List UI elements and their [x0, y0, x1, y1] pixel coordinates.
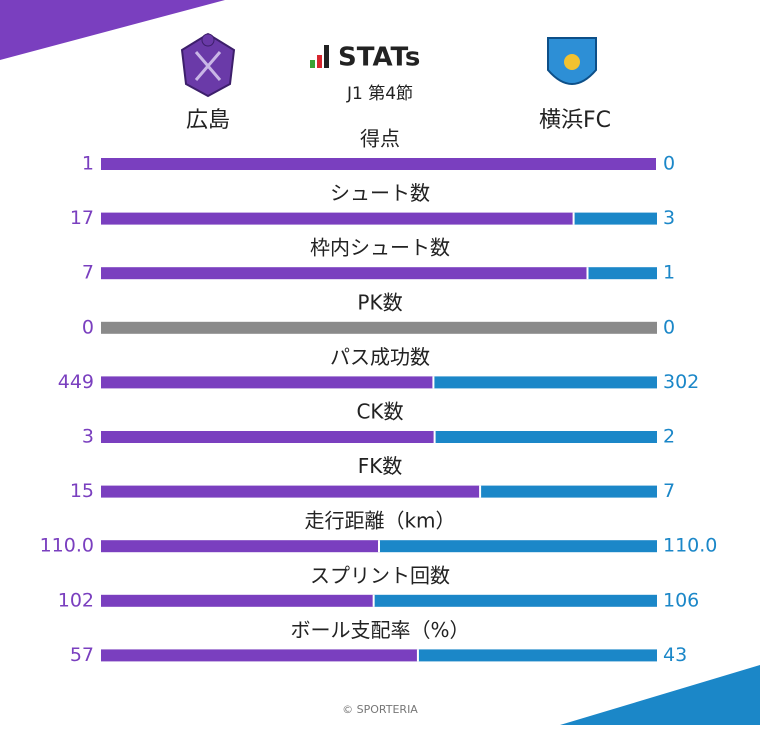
- bar: [101, 485, 481, 498]
- corner-decoration: [0, 0, 225, 60]
- stat-label: ボール支配率（%）: [290, 618, 469, 642]
- away-value: 7: [663, 480, 675, 502]
- bar: [373, 594, 657, 607]
- away-value: 43: [663, 644, 687, 666]
- away-value: 0: [663, 316, 675, 338]
- home-value: 449: [58, 371, 94, 393]
- bar: [101, 594, 374, 607]
- home-value: 15: [70, 480, 94, 502]
- bar-empty: [101, 321, 657, 334]
- bar: [101, 540, 379, 553]
- bar: [434, 431, 657, 443]
- stat-label: スプリント回数: [310, 563, 450, 587]
- footer: © SPORTERIA: [342, 703, 418, 716]
- bar: [433, 376, 657, 389]
- home-value: 7: [82, 262, 94, 284]
- bar: [101, 212, 574, 225]
- bar: [573, 212, 657, 225]
- away-value: 1: [663, 262, 675, 284]
- stat-label: CK数: [356, 400, 403, 424]
- bar: [101, 376, 434, 389]
- away-team: 横浜FC: [539, 108, 611, 133]
- away-value: 110.0: [663, 535, 717, 557]
- stat-label: シュート数: [330, 181, 430, 205]
- bar: [480, 485, 657, 498]
- logo-bar: [310, 60, 315, 68]
- away-value: 106: [663, 589, 699, 611]
- home-value: 17: [70, 207, 94, 229]
- home-team: 広島: [186, 108, 230, 133]
- stat-label: 走行距離（km）: [304, 509, 455, 533]
- bar: [379, 540, 657, 553]
- stat-label: PK数: [357, 290, 402, 314]
- away-value: 2: [663, 426, 675, 448]
- bar: [101, 431, 435, 443]
- corner-decoration: [560, 665, 760, 725]
- home-value: 3: [82, 426, 94, 448]
- subtitle: J1 第4節: [346, 84, 413, 104]
- home-value: 1: [82, 153, 94, 175]
- bar: [587, 267, 657, 280]
- bar: [101, 158, 657, 170]
- stat-label: FK数: [358, 454, 403, 478]
- home-value: 102: [58, 589, 94, 611]
- home-value: 57: [70, 644, 94, 666]
- bar: [101, 267, 588, 280]
- stat-label: 枠内シュート数: [310, 236, 450, 260]
- home-value: 0: [82, 316, 94, 338]
- logo-bar: [317, 55, 322, 68]
- away-value: 0: [663, 153, 675, 175]
- stat-label: パス成功数: [330, 345, 430, 369]
- home-value: 110.0: [40, 535, 94, 557]
- away-crest: [547, 37, 597, 85]
- logo-bar: [324, 45, 329, 68]
- bar: [101, 649, 418, 662]
- stat-label: 得点: [360, 127, 400, 151]
- away-value: 302: [663, 371, 699, 393]
- logo-text: STATs: [338, 43, 420, 73]
- home-crest: [180, 32, 236, 98]
- bar: [417, 649, 657, 662]
- away-value: 3: [663, 207, 675, 229]
